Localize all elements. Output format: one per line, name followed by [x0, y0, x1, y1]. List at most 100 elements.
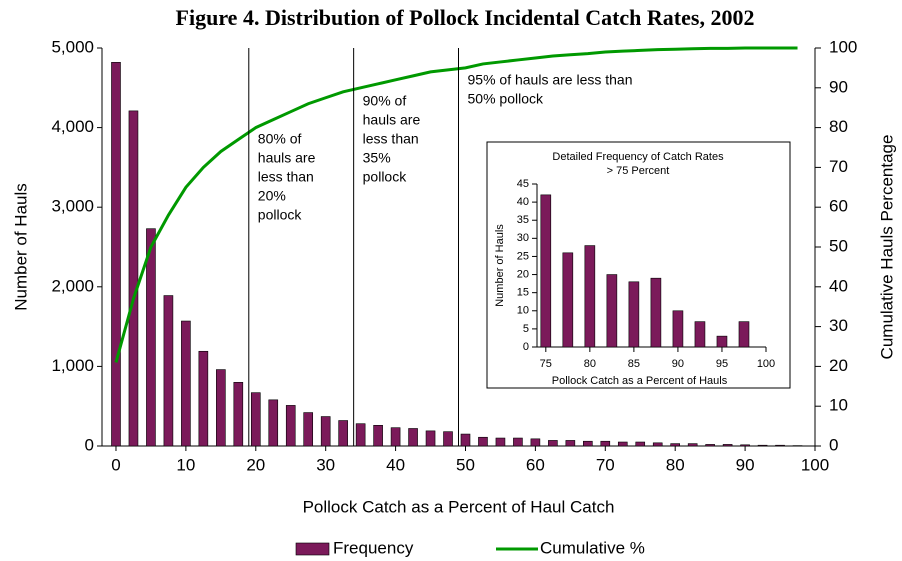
annotation: pollock: [258, 207, 303, 223]
bar: [617, 441, 628, 447]
legend-label: Cumulative %: [540, 538, 645, 557]
inset-frame: [486, 141, 791, 389]
bar: [285, 405, 296, 447]
x-tick-label: 100: [757, 358, 775, 370]
x-axis-label: Pollock Catch as a Percent of Hauls: [552, 375, 728, 387]
annotation: 80% of: [258, 131, 302, 147]
y2-tick-label: 60: [829, 197, 848, 216]
y2-tick-label: 100: [829, 37, 857, 56]
y2-tick-label: 30: [829, 316, 848, 335]
bar: [705, 444, 715, 447]
y2-axis-label: Cumulative Hauls Percentage: [877, 135, 896, 360]
y2-tick-label: 10: [829, 396, 848, 415]
bar: [408, 428, 418, 447]
bar: [146, 228, 156, 447]
y2-tick-label: 70: [829, 157, 848, 176]
legend-swatch: [295, 542, 330, 556]
cumulative-line: [114, 46, 798, 363]
bar: [460, 433, 471, 447]
y-tick-label: 0: [85, 435, 94, 454]
y-tick-label: 1,000: [51, 356, 94, 375]
annotation: less than: [363, 131, 419, 147]
y2-tick-label: 80: [829, 117, 848, 136]
chart-title: Figure 4. Distribution of Pollock Incide…: [176, 5, 755, 30]
bar: [128, 110, 139, 447]
annotation: 50% pollock: [468, 91, 544, 107]
bar: [584, 245, 596, 348]
x-tick-label: 80: [666, 455, 685, 474]
bar: [738, 321, 750, 348]
bar: [548, 440, 558, 447]
bar: [111, 62, 121, 447]
x-tick-label: 40: [386, 455, 405, 474]
bar: [757, 444, 768, 447]
bar: [513, 437, 523, 447]
y-tick-label: 25: [517, 250, 529, 262]
bar: [355, 423, 366, 447]
y-tick-label: 4,000: [51, 117, 94, 136]
annotation: hauls are: [258, 150, 316, 166]
y2-tick-label: 0: [829, 435, 838, 454]
y-axis-label: Number of Hauls: [494, 224, 506, 307]
y-tick-label: 35: [517, 214, 529, 226]
bar: [425, 430, 436, 447]
x-tick-label: 30: [316, 455, 335, 474]
y-tick-label: 15: [517, 287, 529, 299]
inset-title: Detailed Frequency of Catch Rates: [552, 151, 724, 163]
bar: [672, 310, 684, 348]
y-tick-label: 10: [517, 305, 529, 317]
inset-title: > 75 Percent: [607, 165, 670, 177]
bar: [740, 444, 750, 447]
x-tick-label: 80: [584, 358, 596, 370]
bar: [606, 274, 618, 348]
x-tick-label: 60: [526, 455, 545, 474]
bar: [443, 431, 453, 447]
annotation: hauls are: [363, 112, 421, 128]
bar: [722, 444, 733, 447]
annotation: less than: [258, 169, 314, 185]
bar: [373, 425, 383, 447]
bar: [650, 277, 662, 348]
bar: [628, 281, 640, 348]
y2-tick-label: 40: [829, 276, 848, 295]
annotation: 20%: [258, 188, 286, 204]
bar: [181, 320, 191, 447]
y2-tick-label: 20: [829, 356, 848, 375]
bar: [565, 440, 576, 447]
bar: [478, 436, 488, 447]
annotation: 35%: [363, 150, 391, 166]
annotation: pollock: [363, 169, 408, 185]
x-tick-label: 20: [246, 455, 265, 474]
y-tick-label: 45: [517, 178, 529, 190]
y2-tick-label: 50: [829, 236, 848, 255]
x-tick-label: 85: [628, 358, 640, 370]
bar: [530, 438, 541, 447]
y-tick-label: 0: [523, 341, 529, 353]
bar: [716, 335, 728, 348]
bar: [250, 392, 261, 447]
bar: [694, 321, 706, 348]
x-tick-label: 90: [736, 455, 755, 474]
x-tick-label: 10: [176, 455, 195, 474]
x-tick-label: 70: [596, 455, 615, 474]
y-axis-label: Number of Hauls: [11, 183, 30, 311]
x-tick-label: 75: [540, 358, 552, 370]
y-tick-label: 3,000: [51, 197, 94, 216]
bar: [338, 420, 348, 447]
bar: [775, 444, 785, 447]
bar: [390, 427, 401, 447]
bar: [198, 350, 209, 447]
x-axis-label: Pollock Catch as a Percent of Haul Catch: [303, 497, 615, 516]
legend-label: Frequency: [333, 538, 414, 557]
bar: [687, 443, 698, 447]
y-tick-label: 40: [517, 196, 529, 208]
y-tick-label: 20: [517, 268, 529, 280]
bar: [163, 295, 174, 447]
x-tick-label: 100: [801, 455, 829, 474]
bar: [652, 442, 663, 447]
bar: [600, 440, 611, 447]
bar: [583, 440, 593, 447]
bar: [635, 441, 646, 447]
y-tick-label: 5,000: [51, 37, 94, 56]
